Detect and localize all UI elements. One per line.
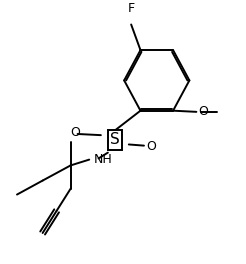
Text: NH: NH: [94, 153, 113, 166]
Text: O: O: [199, 105, 209, 118]
Text: F: F: [128, 2, 135, 15]
Text: O: O: [70, 126, 80, 139]
Text: S: S: [110, 132, 120, 147]
Text: O: O: [146, 140, 156, 153]
